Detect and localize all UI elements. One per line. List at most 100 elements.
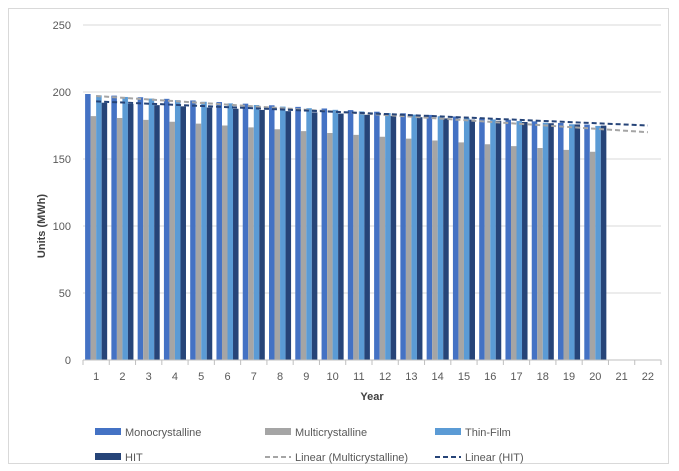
bar-multicrystalline [248, 127, 254, 360]
bar-monocrystalline [531, 121, 538, 360]
bar-multicrystalline [458, 142, 464, 360]
bar-thin-film [358, 111, 365, 361]
bar-thin-film [385, 113, 391, 361]
bar-multicrystalline [169, 121, 175, 360]
bar-thin-film [542, 122, 549, 360]
bar-multicrystalline [484, 144, 491, 360]
x-tick-label: 2 [119, 371, 125, 383]
bar-thin-film [595, 125, 601, 360]
x-tick-label: 11 [353, 371, 364, 383]
bar-thin-film [227, 103, 234, 360]
x-tick-label: 14 [432, 371, 444, 383]
bar-hit [390, 115, 397, 361]
bar-thin-film [201, 101, 207, 361]
bar-hit [495, 120, 502, 360]
x-tick-label: 16 [484, 371, 496, 383]
bar-monocrystalline [85, 94, 91, 360]
legend-label-linear-multicrystalline: Linear (Multicrystalline) [295, 452, 408, 464]
x-tick-label: 6 [224, 371, 230, 383]
bar-multicrystalline [405, 138, 412, 360]
bar-monocrystalline [190, 100, 196, 360]
bar-monocrystalline [426, 114, 433, 360]
x-tick-label: 9 [303, 371, 309, 383]
bar-monocrystalline [216, 102, 222, 361]
legend-label-multicrystalline: Multicrystalline [295, 427, 367, 439]
bar-hit [259, 109, 265, 361]
bar-thin-film [306, 108, 312, 361]
x-tick-label: 19 [563, 371, 575, 383]
x-tick-label: 8 [277, 371, 283, 383]
x-tick-label: 3 [146, 371, 152, 383]
bar-multicrystalline [143, 119, 149, 360]
bar-monocrystalline [111, 95, 117, 361]
bar-monocrystalline [321, 108, 328, 361]
bar-hit [180, 106, 186, 360]
x-tick-label: 13 [405, 371, 417, 383]
bar-hit [101, 102, 108, 360]
bar-monocrystalline [295, 106, 301, 361]
bar-thin-film [122, 96, 128, 360]
bar-thin-film [174, 100, 181, 360]
y-tick-label: 250 [53, 20, 71, 32]
bar-hit [574, 124, 581, 360]
x-tick-label: 4 [172, 371, 178, 383]
x-tick-label: 7 [251, 371, 257, 383]
bar-hit [338, 113, 344, 360]
y-tick-label: 0 [65, 355, 71, 367]
bar-thin-film [437, 116, 444, 360]
bar-hit [206, 107, 213, 360]
bar-thin-film [253, 104, 260, 360]
x-tick-label: 22 [642, 371, 654, 383]
bar-hit [127, 103, 134, 361]
bar-hit [548, 123, 554, 360]
legend: Monocrystalline Multicrystalline Thin-Film… [95, 427, 524, 464]
bar-multicrystalline [195, 123, 202, 361]
bar-thin-film [516, 121, 523, 360]
bar-monocrystalline [479, 118, 485, 360]
trendline-linear-hit [96, 100, 648, 127]
bar-monocrystalline [584, 124, 590, 360]
x-tick-label: 18 [537, 371, 549, 383]
bar-multicrystalline [116, 117, 123, 360]
bar-monocrystalline [452, 116, 459, 360]
legend-label-thin-film: Thin-Film [465, 427, 511, 439]
legend-swatch-multicrystalline [265, 428, 291, 435]
x-tick-label: 20 [589, 371, 601, 383]
bar-multicrystalline [379, 136, 386, 360]
bar-multicrystalline [300, 131, 307, 360]
x-tick-label: 17 [510, 371, 522, 383]
bar-thin-film [332, 109, 339, 361]
y-tick-label: 200 [53, 87, 71, 99]
bar-hit [600, 125, 607, 360]
bar-multicrystalline [563, 149, 570, 360]
bar-hit [443, 118, 449, 360]
bar-multicrystalline [537, 148, 543, 360]
bar-hit [469, 119, 475, 360]
legend-label-linear-hit: Linear (HIT) [465, 452, 524, 464]
bar-multicrystalline [221, 125, 228, 360]
y-tick-label: 50 [59, 288, 71, 300]
bar-thin-film [96, 95, 102, 360]
bar-monocrystalline [269, 105, 275, 361]
bar-hit [364, 114, 370, 360]
bar-multicrystalline [327, 133, 333, 360]
legend-label-monocrystalline: Monocrystalline [125, 427, 201, 439]
y-tick-label: 150 [53, 154, 71, 166]
bars [85, 94, 607, 361]
bar-multicrystalline [90, 116, 97, 361]
bar-hit [233, 108, 239, 360]
bar-monocrystalline [374, 111, 380, 360]
bar-monocrystalline [137, 97, 144, 360]
bar-monocrystalline [242, 103, 249, 361]
bar-monocrystalline [347, 110, 354, 360]
bar-multicrystalline [274, 129, 281, 360]
bar-thin-film [148, 98, 155, 360]
legend-swatch-hit [95, 453, 121, 460]
y-tick-label: 100 [53, 221, 71, 233]
bar-hit [416, 117, 423, 360]
bar-thin-film [569, 124, 575, 360]
bar-multicrystalline [432, 140, 438, 360]
bar-hit [522, 122, 528, 361]
